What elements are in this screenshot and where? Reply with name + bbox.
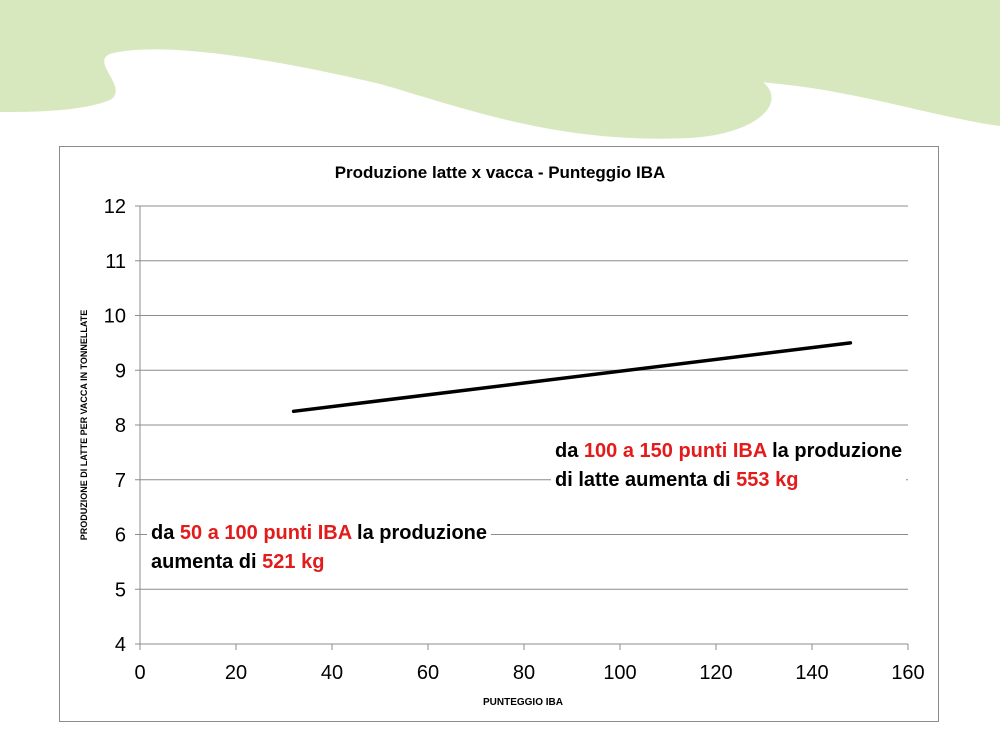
wave-shape <box>0 0 1000 139</box>
x-axis-label: PUNTEGGIO IBA <box>483 697 563 708</box>
x-tick-label: 40 <box>321 662 343 684</box>
y-tick-label: 12 <box>104 196 126 218</box>
y-tick-label: 7 <box>115 470 126 492</box>
y-axis-label: PRODUZIONE DI LATTE PER VACCA IN TONNELL… <box>79 310 89 541</box>
x-tick-label: 140 <box>795 662 828 684</box>
x-tick-label: 20 <box>225 662 247 684</box>
y-tick-label: 4 <box>115 634 126 656</box>
series-layer <box>291 341 853 414</box>
axes <box>135 205 909 650</box>
x-tick-labels: 0 20 40 60 80 100 120 140 160 <box>134 662 924 684</box>
x-tick-label: 60 <box>417 662 439 684</box>
x-tick-label: 120 <box>699 662 732 684</box>
annotation-text: da <box>151 522 180 544</box>
annotation-text: la produzione <box>351 522 488 544</box>
series-line <box>291 341 853 414</box>
y-tick-label: 9 <box>115 360 126 382</box>
chart-title: Produzione latte x vacca - Punteggio IBA <box>335 163 666 182</box>
annotation-first-range: da 50 a 100 punti IBA la produzione aume… <box>147 519 492 577</box>
annotation-highlight: 553 kg <box>736 469 799 491</box>
y-tick-label: 11 <box>105 251 126 273</box>
x-tick-label: 160 <box>891 662 924 684</box>
header-wave-decoration <box>0 0 1000 139</box>
annotation-text: la produzione <box>766 440 903 462</box>
y-tick-label: 8 <box>115 415 126 437</box>
y-tick-label: 10 <box>104 306 126 328</box>
annotation-second-range: da 100 a 150 punti IBA la produzione di … <box>551 437 907 495</box>
y-tick-labels: 4 5 6 7 8 9 10 11 12 <box>104 196 126 656</box>
annotation-highlight: 521 kg <box>262 551 325 573</box>
annotation-second-line1: da 100 a 150 punti IBA la produzione <box>555 437 902 466</box>
annotation-highlight: 100 a 150 punti IBA <box>583 440 767 462</box>
y-tick-label: 5 <box>115 579 126 601</box>
x-tick-label: 80 <box>513 662 535 684</box>
y-tick-label: 6 <box>115 525 126 547</box>
x-tick-label: 0 <box>134 662 145 684</box>
annotation-text: di latte aumenta di <box>555 469 737 491</box>
chart-svg: Produzione latte x vacca - Punteggio IBA… <box>79 163 925 708</box>
annotation-second-line2: di latte aumenta di 553 kg <box>555 466 902 495</box>
annotation-first-line1: da 50 a 100 punti IBA la produzione <box>151 519 487 548</box>
x-tick-label: 100 <box>603 662 636 684</box>
annotation-first-line2: aumenta di 521 kg <box>151 548 487 577</box>
annotation-text: da <box>555 440 584 462</box>
annotation-highlight: 50 a 100 punti IBA <box>179 522 352 544</box>
annotation-text: aumenta di <box>151 551 263 573</box>
chart-container: Produzione latte x vacca - Punteggio IBA… <box>59 146 939 722</box>
